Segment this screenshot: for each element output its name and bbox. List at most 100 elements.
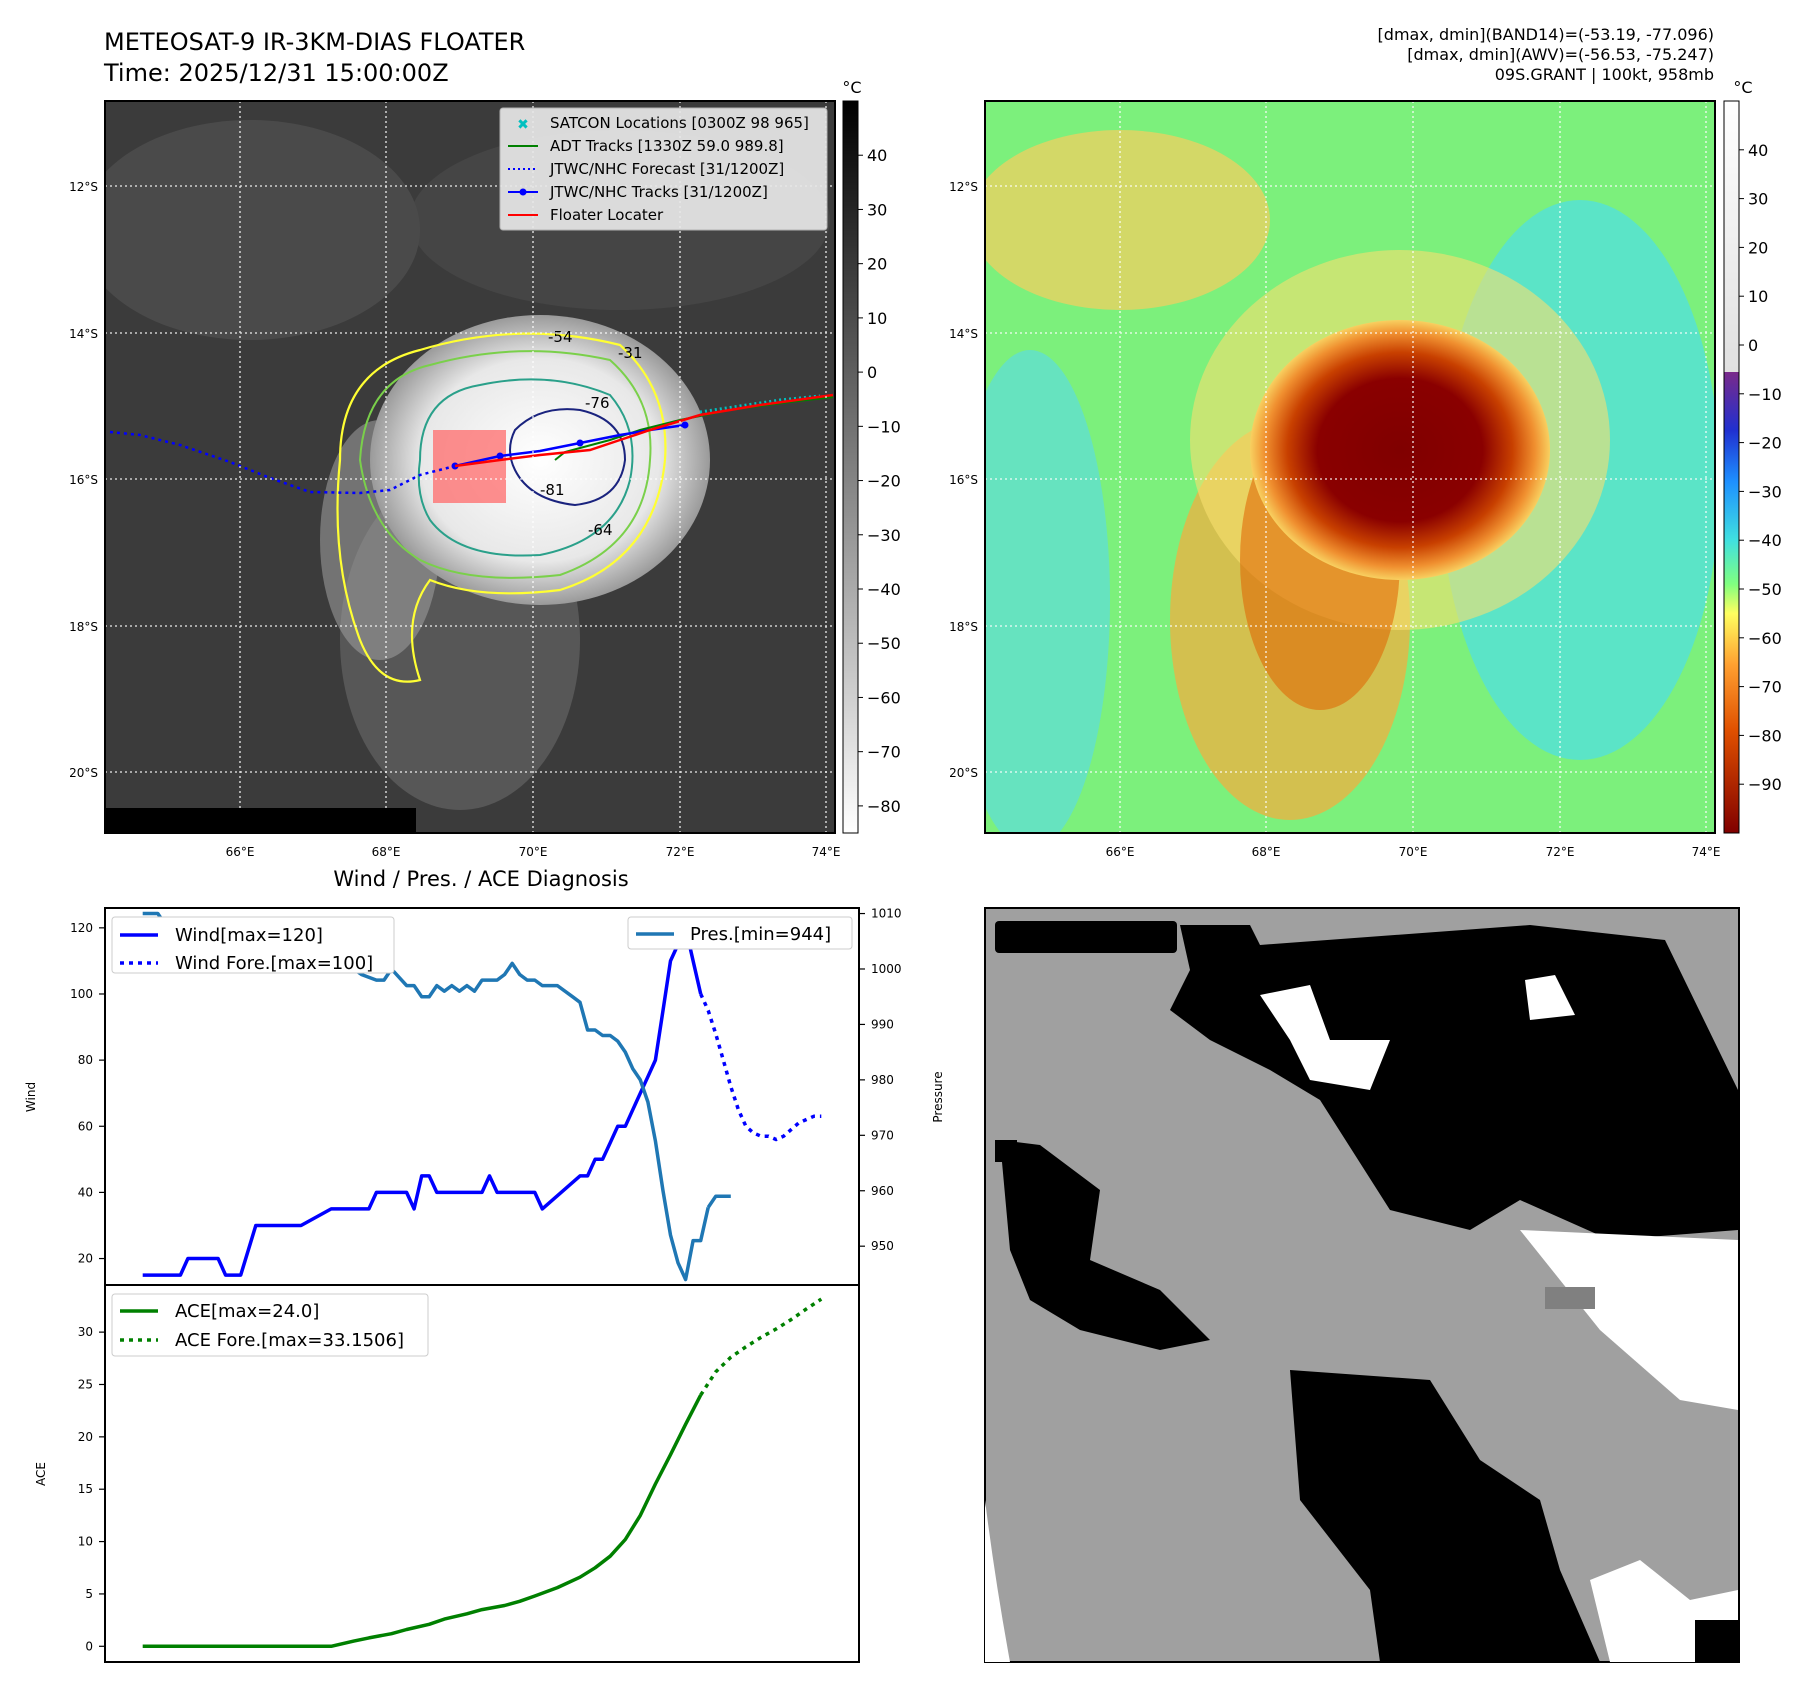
colorbar-color-tick-label: 30 [1748, 190, 1768, 209]
colorbar-gray-tick-label: −70 [867, 743, 901, 762]
colorbar-gray-unit: °C [842, 78, 861, 97]
awv-lon-label: 70°E [1399, 845, 1428, 859]
pressure-ytick-label: 990 [871, 1017, 894, 1031]
colorbar-color-tick-label: −40 [1748, 531, 1782, 550]
awv-lat-label: 20°S [949, 766, 978, 780]
awv-lat-label: 16°S [949, 473, 978, 487]
contour-teal [417, 378, 634, 557]
colorbar-gray-tick-label: −80 [867, 797, 901, 816]
contour-label-31: -31 [618, 344, 643, 362]
contour-label-81: -81 [540, 481, 565, 499]
awv-lat-label: 18°S [949, 620, 978, 634]
floater-box [433, 430, 506, 503]
pressure-legend-box: Pres.[min=944] [627, 916, 853, 950]
wmg-label-bg [995, 921, 1177, 953]
pressure-line-tail [706, 1194, 731, 1209]
ir-lat-label: 16°S [69, 473, 98, 487]
awv-lon-label: 74°E [1692, 845, 1721, 859]
colorbar-gray-tick-label: 40 [867, 146, 887, 165]
colorbar-gray-tick-label: −10 [867, 417, 901, 436]
jtwc-track-point [496, 452, 504, 460]
colorbar-gray-tick-label: −50 [867, 634, 901, 653]
ace-ytick-label: 20 [78, 1430, 93, 1444]
legend-jtwc-forecast: JTWC/NHC Forecast [31/1200Z] [549, 160, 784, 178]
ir-lon-label: 68°E [372, 845, 401, 859]
ace-line [142, 1394, 703, 1649]
ace-ytick-label: 5 [85, 1587, 93, 1601]
contour-label-54: -54 [548, 328, 573, 346]
contour-green [358, 350, 652, 579]
colorbar-color-tick-label: −70 [1748, 678, 1782, 697]
wmg-panel [984, 907, 1740, 1663]
awv-lat-label: 14°S [949, 327, 978, 341]
ace-ytick-label: 10 [78, 1535, 93, 1549]
awv-lat-label: 12°S [949, 180, 978, 194]
awv-stats: [dmax, dmin](AWV)=(-56.53, -75.247) [1407, 45, 1714, 64]
jtwc-forecast-track [109, 430, 456, 495]
awv-lon-label: 68°E [1252, 845, 1281, 859]
band14-stats: [dmax, dmin](BAND14)=(-53.19, -77.096) [1378, 25, 1714, 44]
colorbar-gray-tick-label: 0 [867, 363, 877, 382]
colorbar-gray-tick-label: 20 [867, 255, 887, 274]
pressure-ytick-label: 1010 [871, 907, 902, 921]
colorbar-color-tick-label: −20 [1748, 434, 1782, 453]
colorbar-gray-tick-label: −60 [867, 688, 901, 707]
legend-satcon: SATCON Locations [0300Z 98 965] [550, 114, 809, 132]
ace-legend-box: ACE[max=24.0] ACE Fore.[max=33.1506] [111, 1293, 429, 1357]
legend-ace-forecast: ACE Fore.[max=33.1506] [175, 1330, 404, 1351]
pressure-ytick-label: 960 [871, 1184, 894, 1198]
awv-lon-label: 66°E [1106, 845, 1135, 859]
contour-yellow [336, 332, 667, 683]
satcon-icon: ✖ [517, 117, 529, 133]
colorbar-color-unit: °C [1733, 78, 1752, 97]
wind-ytick-label: 120 [70, 921, 93, 935]
legend-pressure: Pres.[min=944] [690, 924, 831, 945]
ir-lon-label: 70°E [519, 845, 548, 859]
legend-wind-forecast: Wind Fore.[max=100] [175, 953, 373, 974]
colorbar-gray-tick-label: −40 [867, 580, 901, 599]
colorbar-gray-tick-label: −20 [867, 472, 901, 491]
legend-wind: Wind[max=120] [175, 925, 323, 946]
colorbar-color-tick-label: 40 [1748, 141, 1768, 160]
wmg-count: WMG Count: 0 [1003, 925, 1164, 949]
ir-lat-label: 18°S [69, 620, 98, 634]
contour-label-64: -64 [588, 521, 613, 539]
map-legend: ✖ SATCON Locations [0300Z 98 965] ADT Tr… [499, 107, 828, 231]
satcon-points [699, 394, 821, 414]
figure-time: Time: 2025/12/31 15:00:00Z [103, 59, 449, 87]
pressure-ytick-label: 980 [871, 1073, 894, 1087]
ace-ytick-label: 0 [85, 1639, 93, 1653]
ace-ytick-label: 15 [78, 1482, 93, 1496]
colorbar-color-tick-label: 20 [1748, 238, 1768, 257]
pressure-ylabel: Pressure [931, 1071, 945, 1122]
awv-map-frame [984, 100, 1716, 834]
colorbar-gray-tick-label: −30 [867, 526, 901, 545]
awv-lon-label: 72°E [1546, 845, 1575, 859]
legend-floater: Floater Locater [550, 206, 664, 224]
colorbar-gray-tick-label: 30 [867, 200, 887, 219]
ace-ytick-label: 30 [78, 1325, 93, 1339]
colorbar-color-tick-label: −80 [1748, 726, 1782, 745]
wind-ytick-label: 60 [78, 1119, 93, 1133]
colorbar-color-tick-label: −50 [1748, 580, 1782, 599]
pressure-ytick-label: 950 [871, 1239, 894, 1253]
diagnosis-title: Wind / Pres. / ACE Diagnosis [333, 867, 628, 891]
colorbar-color [1723, 100, 1740, 834]
copyright: Copyright © 2020-2025 Dapiya [108, 811, 387, 830]
wind-ytick-label: 80 [78, 1053, 93, 1067]
ir-lon-label: 74°E [812, 845, 841, 859]
ir-lon-label: 72°E [666, 845, 695, 859]
wind-line [142, 926, 703, 1277]
contour-navy [509, 408, 627, 507]
floater-locater-track [454, 393, 834, 468]
legend-jtwc-tracks: JTWC/NHC Tracks [31/1200Z] [549, 183, 768, 201]
colorbar-color-tick-label: −30 [1748, 482, 1782, 501]
colorbar-color-tick-label: 0 [1748, 336, 1758, 355]
ir-lat-label: 12°S [69, 180, 98, 194]
ir-map-frame [104, 100, 836, 834]
colorbar-color-tick-label: −60 [1748, 629, 1782, 648]
storm-info: 09S.GRANT | 100kt, 958mb [1495, 65, 1714, 84]
ir-lat-label: 20°S [69, 766, 98, 780]
ace-forecast-line [699, 1297, 823, 1396]
legend-ace: ACE[max=24.0] [175, 1301, 319, 1322]
